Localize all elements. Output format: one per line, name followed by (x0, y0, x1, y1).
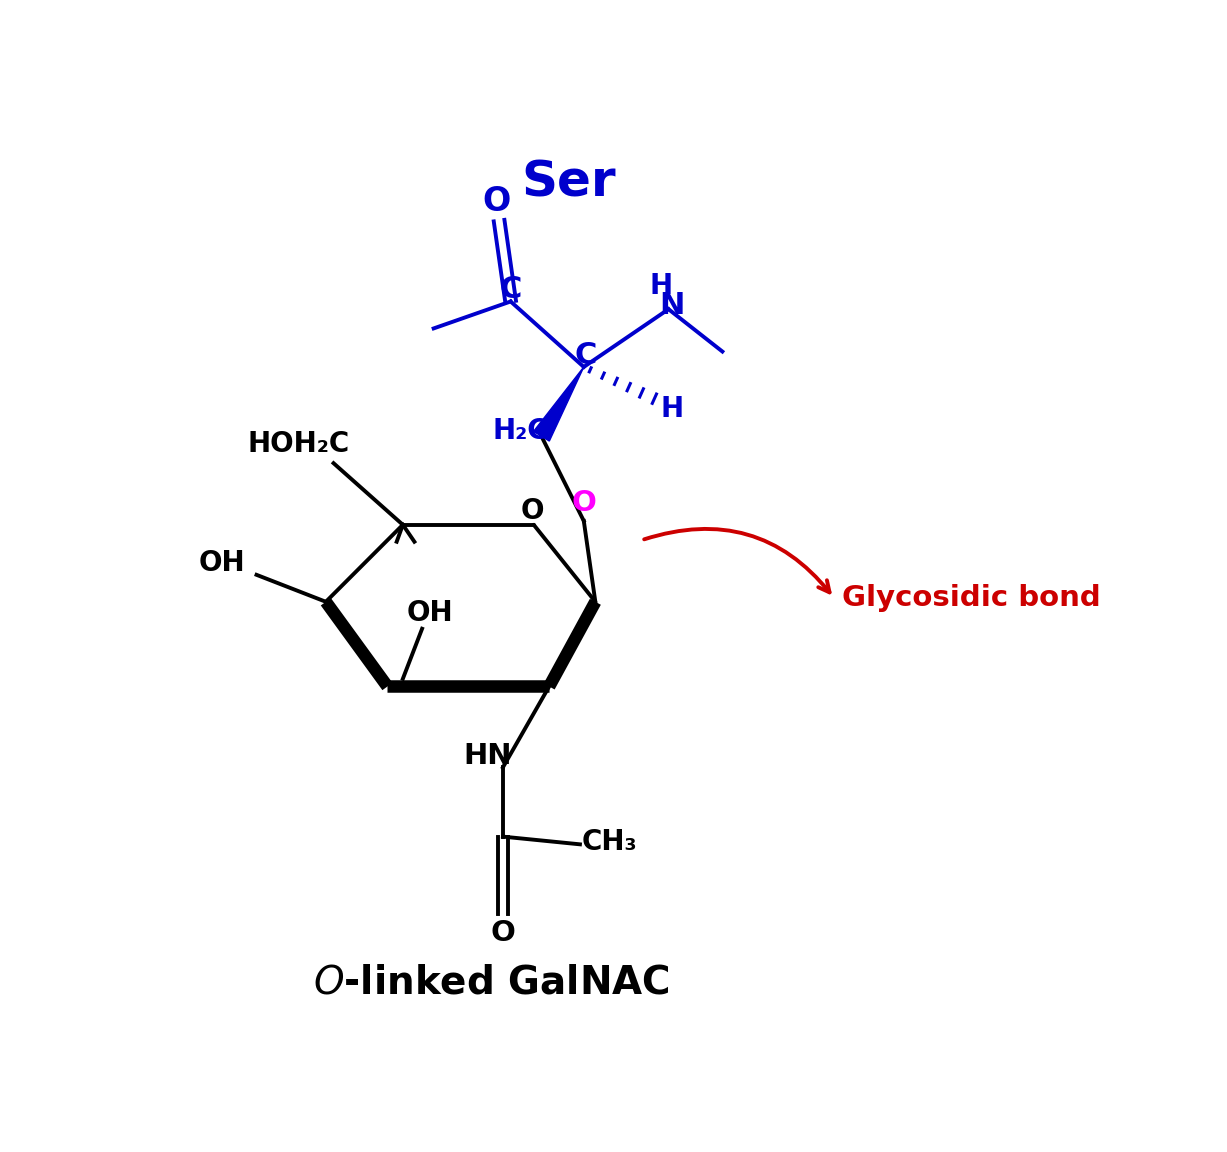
Polygon shape (534, 367, 584, 441)
Text: HOH₂C: HOH₂C (248, 430, 350, 458)
Text: OH: OH (406, 599, 453, 628)
Text: O: O (491, 919, 515, 947)
Text: Glycosidic bond: Glycosidic bond (842, 584, 1101, 612)
Text: Ser: Ser (521, 158, 616, 206)
Text: OH: OH (199, 550, 245, 577)
Text: $\it{O}$-linked GalNAC: $\it{O}$-linked GalNAC (313, 964, 670, 1002)
Text: H₂C: H₂C (492, 417, 547, 445)
Text: CH₃: CH₃ (582, 828, 637, 856)
Text: H: H (649, 272, 672, 300)
Text: C: C (575, 341, 598, 370)
Text: O: O (482, 184, 510, 218)
Text: O: O (520, 497, 544, 525)
Text: C: C (499, 275, 521, 304)
Text: HN: HN (464, 742, 512, 770)
Text: N: N (660, 290, 685, 320)
Text: O: O (572, 490, 596, 517)
Text: H: H (661, 395, 683, 423)
